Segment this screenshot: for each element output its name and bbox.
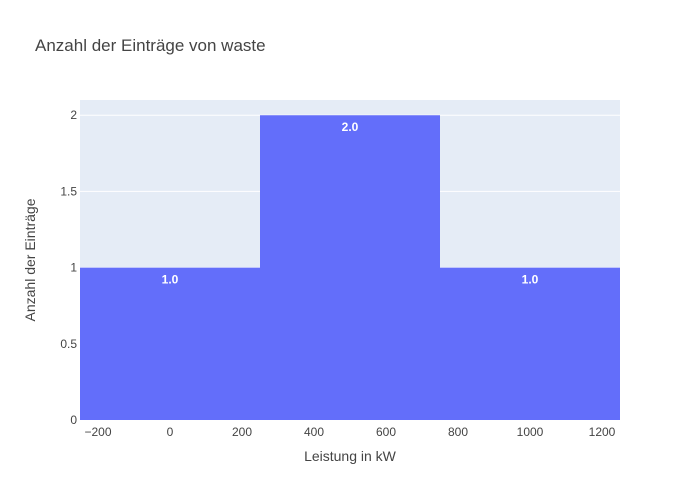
x-tick-label-4: 600	[376, 425, 396, 439]
x-tick-label-5: 800	[448, 425, 468, 439]
y-tick-label-3: 1.5	[60, 184, 77, 198]
histogram-bar-1	[260, 115, 440, 420]
histogram-bar-2	[440, 267, 620, 420]
y-tick-label-0: 0	[70, 413, 77, 427]
x-axis-title: Leistung in kW	[304, 448, 397, 464]
x-tick-label-1: 0	[167, 425, 174, 439]
y-tick-label-1: 0.5	[60, 337, 77, 351]
histogram-bar-0	[80, 267, 260, 420]
chart-title: Anzahl der Einträge von waste	[35, 36, 266, 55]
x-tick-label-0: −200	[84, 425, 111, 439]
y-tick-label-4: 2	[70, 108, 77, 122]
x-tick-label-3: 400	[304, 425, 324, 439]
bars	[80, 115, 620, 420]
bar-value-label-0: 1.0	[162, 273, 179, 287]
y-axis-title: Anzahl der Einträge	[22, 198, 38, 321]
x-tick-label-7: 1200	[589, 425, 616, 439]
bar-value-label-2: 1.0	[522, 273, 539, 287]
y-axis-ticks: 0 0.5 1 1.5 2	[60, 108, 77, 427]
x-tick-label-2: 200	[232, 425, 252, 439]
y-tick-label-2: 1	[70, 261, 77, 275]
data-labels: 1.0 2.0 1.0	[162, 120, 539, 286]
x-axis-ticks: −200 0 200 400 600 800 1000 1200	[84, 425, 615, 439]
x-tick-label-6: 1000	[517, 425, 544, 439]
bar-value-label-1: 2.0	[342, 120, 359, 134]
